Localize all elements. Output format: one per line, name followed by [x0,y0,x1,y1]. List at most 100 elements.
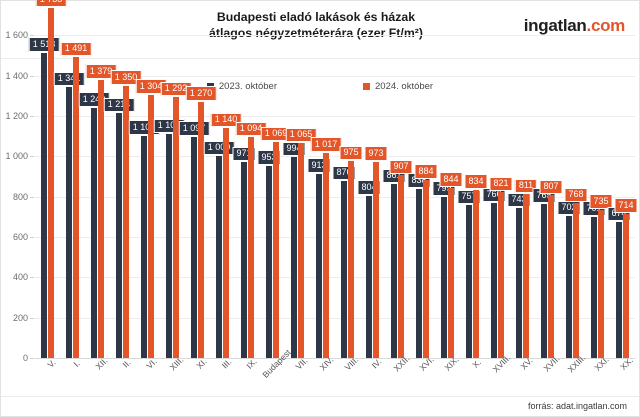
bar-2024[interactable]: 1 304 [135,79,167,358]
bar-2024[interactable]: 1 292 [160,81,192,358]
bar-group: 913 1 017 [307,15,342,358]
bar-2023[interactable]: 757 [457,189,481,358]
bar-2024[interactable]: 807 [539,179,563,358]
bar-2024[interactable]: 1 379 [85,64,117,358]
bar-2024[interactable]: 1 491 [60,41,92,358]
page-title: Budapesti eladó lakások és házak átlagos… [151,9,481,41]
x-axis-tick-label: XI. [193,356,209,371]
x-axis-cell: XXI. [585,354,610,394]
bar-value-label: 844 [439,172,463,187]
y-axis-tick-mark [30,358,34,359]
x-axis-tick-label: XXI. [591,354,611,373]
x-axis-cell: III. [210,357,235,394]
bar-2023[interactable]: 838 [407,173,431,358]
bar-2023[interactable]: 1 341 [53,71,85,358]
bar-group: 743 811 [507,15,538,358]
bar-2023[interactable]: 804 [357,180,381,358]
bar-2023[interactable]: 674 [607,206,631,358]
bar-2023[interactable]: 971 [232,146,256,358]
bar-2024[interactable]: 1 350 [110,70,142,358]
gridline [35,277,635,279]
bar-2024[interactable]: 821 [489,176,513,358]
bar-2023[interactable]: 876 [332,165,356,358]
bar-2023[interactable]: 1 214 [103,97,135,358]
x-axis-cell: XIII. [160,355,185,394]
bar-group: 838 884 [407,15,438,358]
bar-2023[interactable]: 861 [382,168,406,358]
gridline [35,236,635,238]
bar-2024[interactable]: 1 140 [210,112,242,358]
bar-2023[interactable]: 913 [307,158,331,358]
bar-2024[interactable]: 1 733 [35,0,67,358]
bar-value-label: 811 [514,178,538,194]
x-axis-tick-label: XV. [517,355,535,372]
brand-logo-name: ingatlan [523,16,587,35]
x-axis-tick-label: XIV. [317,354,335,373]
bar-2024[interactable]: 973 [364,146,388,358]
bar-2023[interactable]: 765 [532,188,556,358]
bar-2023[interactable]: 1 097 [178,121,210,358]
bar-2024[interactable]: 844 [439,172,463,358]
plot-area: 0 200 400 600 800 1 000 1 200 1 400 1 600 1 513 1… [5,0,638,363]
bar-2023[interactable]: 766 [482,187,506,358]
bar-2023[interactable]: 994 [282,141,306,358]
bar-2023[interactable]: 799 [432,181,456,358]
y-axis-tick-label: 200 [12,312,28,323]
y-axis-tick-label: 1 200 [5,110,28,121]
x-axis-tick-label: XII. [92,355,110,372]
bar-2024[interactable]: 975 [339,145,363,358]
bar-2024[interactable]: 768 [564,187,588,358]
x-axis-tick-label: VI. [143,356,159,371]
bar-2024[interactable]: 714 [614,198,638,358]
bar-2024[interactable]: 811 [514,178,538,358]
y-axis-tick-mark [30,35,34,37]
gridline [35,35,635,37]
gridline [35,115,635,117]
bar-value-label: 1 733 [35,0,67,8]
bar-2023[interactable]: 1 000 [203,140,235,358]
bar-value-label: 907 [389,159,413,174]
y-axis-tick-label: 400 [12,272,28,283]
x-axis-tick-label: XX. [617,355,635,372]
brand-logo-tld: .com [586,16,626,35]
bar-2023[interactable]: 743 [507,192,531,358]
x-axis-tick-label: XVI. [416,354,436,373]
bar-2023[interactable]: 1 513 [28,37,60,358]
x-axis-tick-label: II. [119,357,133,370]
bar-2023[interactable]: 953 [257,150,281,358]
bar-group: 1 240 1 379 [78,15,117,358]
bar-group: 799 844 [432,15,463,358]
x-axis-cell: VII. [285,355,310,394]
bar-2024[interactable]: 1 017 [310,137,342,358]
bar-2023[interactable]: 1 240 [78,92,110,358]
x-axis-cell: XVI. [410,354,435,394]
x-axis-cell: X. [460,357,485,394]
y-axis-tick-label: 1 400 [5,70,28,81]
bar-2024[interactable]: 1 270 [185,86,217,358]
bar-2024[interactable]: 1 069 [260,126,292,358]
bar-group: 1 000 1 140 [203,15,242,358]
bar-group: 702 768 [557,15,588,358]
x-axis-tick-label: IV. [369,356,383,371]
bar-group: 971 1 094 [232,15,267,358]
bar-group: 861 907 [382,15,413,358]
bar-2023[interactable]: 701 [582,201,606,358]
bar-2024[interactable]: 884 [414,164,438,358]
bar-2024[interactable]: 1 065 [285,127,317,358]
title-line-1: Budapesti eladó lakások és házak [216,10,416,24]
x-axis: V. I. XII. II. VI. XIII. XI. III. IX. Budapest VII… [35,347,635,394]
footer-divider [1,396,639,397]
bar-2023[interactable]: 1 101 [128,120,160,358]
y-axis-tick-label: 1 600 [5,30,28,41]
bar-group: 1 341 1 491 [53,15,92,358]
bar-2024[interactable]: 735 [589,194,613,358]
x-axis-cell: XIV. [310,354,335,394]
y-axis-tick-mark [30,196,34,198]
bar-2023[interactable]: 702 [557,200,581,358]
bar-2023[interactable]: 1 108 [153,118,185,358]
bar-2024[interactable]: 1 094 [235,121,267,358]
bar-2024[interactable]: 907 [389,159,413,358]
bar-2024[interactable]: 834 [464,174,488,358]
y-axis-tick-mark [30,115,34,117]
